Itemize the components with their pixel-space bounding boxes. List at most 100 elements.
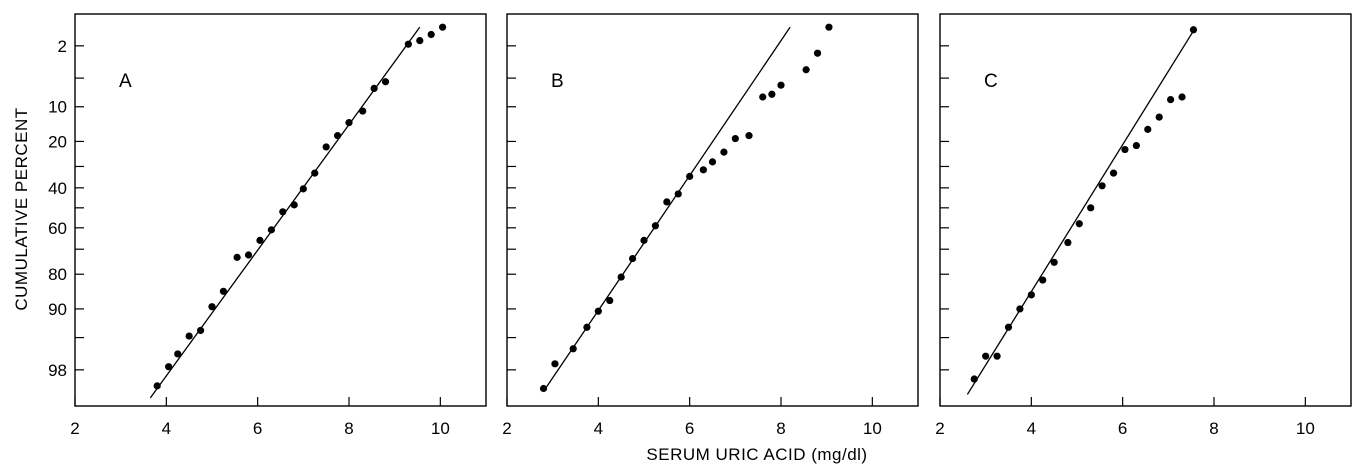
fit-line (542, 26, 791, 392)
data-point (708, 158, 717, 166)
x-tick-label: 2 (70, 419, 79, 438)
data-point (699, 166, 707, 174)
data-point (825, 23, 833, 31)
y-tick-label: 98 (48, 361, 67, 380)
data-point (993, 352, 1001, 360)
data-point (1155, 113, 1163, 121)
data-point (185, 332, 193, 340)
data-point (551, 360, 559, 368)
data-point (628, 254, 637, 263)
data-point (720, 148, 728, 156)
data-point (299, 185, 307, 193)
y-tick-label: 80 (48, 265, 67, 284)
y-tick-label: 40 (48, 179, 67, 198)
data-point (416, 36, 424, 45)
data-point (404, 40, 412, 48)
data-point (208, 303, 216, 311)
data-point (606, 296, 614, 305)
data-point (1167, 95, 1175, 104)
panel-frame-c (939, 13, 1352, 407)
data-point (539, 384, 548, 393)
y-axis-title: CUMULATIVE PERCENT (12, 107, 31, 310)
data-point (1098, 182, 1106, 190)
x-tick-label: 10 (431, 419, 450, 438)
x-tick-label: 6 (1118, 419, 1127, 438)
data-point (1121, 145, 1129, 154)
data-point (370, 84, 378, 92)
data-point (640, 236, 648, 244)
data-point (381, 78, 390, 86)
panel-label: C (984, 71, 998, 92)
data-point (165, 363, 173, 371)
y-tick-label: 2 (58, 37, 67, 56)
data-point (1064, 238, 1072, 247)
data-point (219, 287, 228, 295)
y-tick-label: 20 (48, 132, 67, 151)
panel-frame-a (74, 13, 487, 407)
data-point (569, 345, 577, 353)
data-point (1189, 26, 1198, 34)
panel-label: A (119, 71, 132, 92)
x-tick-label: 6 (253, 419, 262, 438)
x-tick-label: 8 (776, 419, 785, 438)
data-point (663, 198, 671, 206)
data-point (777, 81, 785, 89)
x-tick-label: 6 (685, 419, 694, 438)
data-point (1027, 291, 1035, 299)
data-point (651, 222, 660, 230)
data-point (1039, 276, 1047, 284)
data-point (813, 49, 822, 57)
data-point (345, 119, 353, 127)
x-tick-label: 10 (863, 419, 882, 438)
x-tick-label: 4 (594, 419, 603, 438)
x-tick-label: 4 (1027, 419, 1036, 438)
x-axis-title: SERUM URIC ACID (mg/dl) (646, 445, 867, 464)
data-point (802, 66, 810, 74)
data-point (617, 273, 625, 281)
data-point (427, 30, 435, 39)
data-point (290, 201, 298, 209)
data-point (439, 23, 447, 31)
data-point (244, 251, 253, 259)
fit-line (966, 26, 1197, 395)
data-point (1109, 169, 1118, 177)
data-point (970, 375, 978, 383)
x-tick-label: 8 (344, 419, 353, 438)
data-point (279, 208, 287, 216)
data-point (982, 352, 990, 360)
y-tick-label: 90 (48, 300, 67, 319)
data-point (322, 143, 330, 151)
data-point (1004, 323, 1013, 331)
data-point (674, 190, 682, 198)
data-point (256, 236, 264, 244)
x-tick-label: 2 (502, 419, 511, 438)
x-tick-label: 4 (162, 419, 171, 438)
x-tick-label: 10 (1296, 419, 1315, 438)
data-point (583, 323, 591, 331)
data-point (1178, 93, 1186, 101)
data-point (196, 326, 205, 335)
panel-frame-b (506, 13, 919, 407)
x-tick-label: 8 (1209, 419, 1218, 438)
data-point (1050, 258, 1058, 266)
data-point (1016, 305, 1024, 313)
panel-label: B (551, 71, 564, 92)
data-point (745, 132, 753, 140)
data-point (768, 90, 776, 98)
data-point (267, 226, 275, 234)
data-point (1144, 125, 1152, 133)
data-point (1075, 220, 1083, 228)
data-point (1087, 204, 1095, 212)
data-point (174, 350, 182, 358)
data-point (731, 134, 739, 143)
data-point (233, 253, 241, 261)
data-point (359, 107, 367, 115)
data-point (311, 169, 319, 177)
data-point (333, 132, 342, 140)
data-point (759, 93, 767, 101)
data-point (686, 172, 694, 180)
y-tick-label: 60 (48, 219, 67, 238)
x-tick-label: 2 (935, 419, 944, 438)
y-tick-label: 10 (48, 98, 67, 117)
